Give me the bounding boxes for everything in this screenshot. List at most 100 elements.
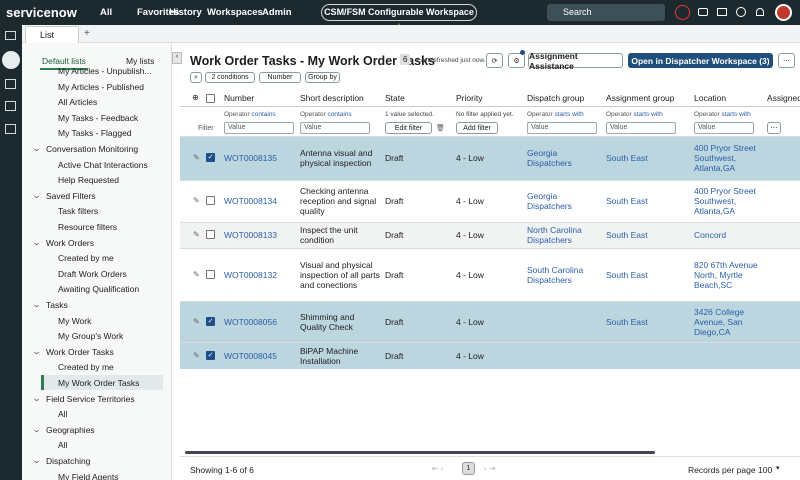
workspace-pill[interactable]: CSM/FSM Configurable Workspace ☆ — [321, 4, 477, 32]
operator[interactable]: Operator starts with — [527, 111, 584, 118]
value-input[interactable]: Value — [694, 122, 754, 134]
row-checkbox[interactable]: ✓ — [206, 316, 215, 326]
list-link[interactable]: Awaiting Qualification — [58, 284, 140, 295]
number[interactable]: WOT0008056 — [224, 316, 277, 327]
globe-icon[interactable] — [675, 5, 690, 20]
collapse-button[interactable]: ‹ — [172, 52, 182, 64]
value-input[interactable]: Value — [606, 122, 676, 134]
assignment-group[interactable]: South East — [606, 269, 648, 280]
location[interactable]: 820 67th Avenue North, Myrtle Beach,SC — [694, 259, 758, 290]
table-row[interactable] — [180, 222, 800, 248]
help-icon[interactable] — [736, 7, 746, 17]
sidebar-tab[interactable]: Default lists — [40, 56, 88, 70]
dispatch-group[interactable]: South Carolina Dispatchers — [527, 264, 584, 285]
assignment-group[interactable]: South East — [606, 196, 648, 206]
list-link[interactable]: My Articles - Unpublish... — [58, 66, 152, 76]
group-title[interactable]: Tasks — [46, 300, 68, 310]
cb[interactable] — [206, 94, 215, 103]
group-title[interactable]: Work Order Tasks — [46, 346, 114, 357]
number[interactable]: WOT0008045 — [224, 350, 277, 361]
number[interactable]: WOT0008135 — [224, 153, 277, 163]
list-link[interactable]: Created by me — [58, 362, 114, 373]
toolbar-button[interactable]: 2 conditions — [205, 72, 255, 83]
value-input[interactable]: Value — [300, 122, 370, 134]
home-icon[interactable] — [5, 31, 16, 40]
column-header[interactable]: Priority — [456, 93, 483, 103]
value-input[interactable]: Value — [527, 122, 597, 134]
avatar[interactable] — [775, 4, 792, 21]
list-link[interactable]: Draft Work Orders — [58, 268, 127, 279]
refresh-button[interactable]: ⟳ — [486, 53, 503, 68]
column-header[interactable]: Dispatch group — [527, 93, 585, 103]
list-link[interactable]: Created by me — [58, 253, 114, 264]
row-checkbox[interactable]: ✓ — [206, 153, 215, 162]
filter-button[interactable]: Edit filter — [385, 122, 432, 134]
group-title[interactable]: Saved Filters — [46, 190, 96, 201]
operator[interactable]: Operator starts with — [694, 111, 751, 118]
menu-item[interactable]: Admin — [262, 7, 292, 18]
bell-icon[interactable] — [756, 8, 764, 16]
assignment-group[interactable]: South East — [606, 230, 648, 240]
tab[interactable]: List — [25, 26, 79, 43]
group-title[interactable]: Field Service Territories — [46, 393, 135, 404]
location[interactable]: 400 Pryor Street Southwest, Atlanta,GA — [694, 186, 756, 216]
row-checkbox[interactable]: ✓ — [206, 350, 215, 360]
sidebar-tab[interactable]: My lists — [126, 56, 155, 66]
list-link[interactable]: All Articles — [58, 97, 98, 108]
table-row[interactable] — [180, 248, 800, 301]
list-link[interactable]: My Group's Work — [58, 331, 124, 342]
location[interactable]: 400 Pryor Street Southwest, Atlanta,GA — [694, 143, 756, 173]
list-link[interactable]: My Work — [58, 315, 92, 326]
table-row[interactable] — [180, 136, 800, 180]
row-checkbox[interactable] — [206, 230, 215, 239]
settings-button[interactable]: ⚙ — [508, 53, 525, 68]
filter-button[interactable]: Add filter — [456, 122, 498, 134]
column-header[interactable]: State — [385, 93, 405, 103]
dispatch-group[interactable]: Georgia Dispatchers — [527, 191, 572, 211]
page-number[interactable]: 1 — [462, 462, 475, 475]
board-icon[interactable] — [5, 79, 16, 89]
pager-next[interactable]: › ⇥ — [484, 464, 496, 473]
operator[interactable]: Operator contains — [300, 111, 352, 118]
search-box[interactable]: Search — [547, 4, 665, 21]
menu-item[interactable]: History — [169, 7, 202, 18]
list-link[interactable]: My Tasks - Flagged — [58, 128, 132, 139]
dispatch-button[interactable]: Open in Dispatcher Workspace (3) — [628, 53, 773, 68]
column-header[interactable]: Number — [224, 93, 255, 103]
table-row[interactable] — [180, 301, 800, 342]
row-checkbox[interactable] — [206, 269, 215, 279]
toolbar-button[interactable]: Group by — [305, 72, 340, 83]
list-link[interactable]: All — [58, 409, 68, 420]
location[interactable]: Concord — [694, 230, 727, 240]
number[interactable]: WOT0008132 — [224, 269, 277, 280]
column-header[interactable]: Location — [694, 93, 727, 103]
list-link[interactable]: Help Requested — [58, 175, 119, 186]
list-link[interactable]: My Field Agents — [58, 471, 119, 480]
list-link[interactable]: Active Chat Interactions — [58, 159, 148, 170]
number[interactable]: WOT0008133 — [224, 230, 277, 240]
group-title[interactable]: Dispatching — [46, 456, 91, 466]
column-header[interactable]: Short description — [300, 93, 364, 103]
search-button[interactable]: ⌕ — [190, 72, 202, 83]
add-tab[interactable]: + — [84, 28, 90, 39]
pager-prev[interactable]: ⇤ ‹ — [432, 464, 444, 473]
toolbar-button[interactable]: Number — [259, 72, 301, 83]
assignment-group[interactable]: South East — [606, 153, 648, 163]
more-filter-button[interactable]: ⋯ — [767, 122, 781, 134]
more-button[interactable]: ⋯ — [778, 53, 795, 68]
list-link[interactable]: My Tasks - Feedback — [58, 112, 139, 123]
assist-button[interactable]: Assignment Assistance — [528, 51, 623, 71]
list-link[interactable]: My Articles - Published — [58, 81, 144, 92]
list-link[interactable]: All — [58, 440, 68, 451]
list-icon[interactable] — [2, 51, 20, 69]
number[interactable]: WOT0008134 — [224, 196, 277, 206]
group-title[interactable]: Work Orders — [46, 237, 95, 248]
calendar-icon[interactable] — [5, 101, 16, 111]
table-row[interactable] — [180, 342, 800, 369]
inbox-icon[interactable] — [5, 124, 16, 134]
menu-item[interactable]: All — [100, 7, 113, 18]
column-header[interactable]: Assignment group — [606, 93, 675, 103]
column-header[interactable]: Assigned — [767, 93, 800, 103]
list-link[interactable]: Resource filters — [58, 222, 118, 232]
menu-item[interactable]: Favorites — [137, 7, 180, 18]
